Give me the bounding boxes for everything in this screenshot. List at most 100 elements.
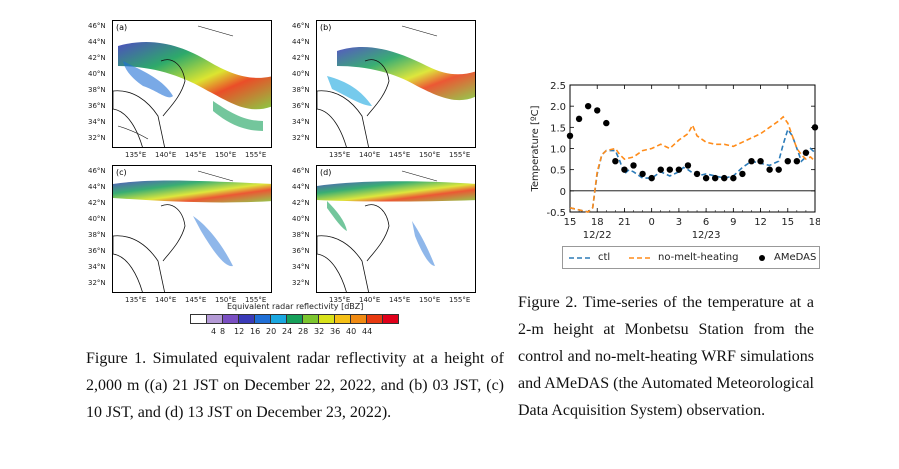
date-label: 12/22 [583, 230, 612, 241]
colorbar-swatch [270, 314, 287, 324]
amedas-point [675, 166, 683, 173]
no-melt-heating-series-line [569, 115, 816, 213]
figure-2-caption: Figure 2. Time-series of the temperature… [518, 294, 814, 419]
amedas-point [666, 166, 674, 173]
lat-tick-label: 36°N [292, 247, 310, 255]
lat-tick-label: 40°N [88, 215, 106, 223]
amedas-point [630, 162, 637, 169]
amedas-point [766, 166, 773, 173]
y-tick-label: -0.5 [546, 208, 566, 219]
lat-tick-label: 32°N [88, 279, 106, 287]
lon-tick-label: 150°E [215, 296, 237, 304]
reflectivity-map-a [113, 25, 271, 147]
amedas-point [657, 166, 664, 173]
lon-tick-label: 150°E [419, 151, 441, 159]
amedas-point [639, 170, 646, 178]
amedas-point [739, 170, 746, 178]
amedas-point [575, 115, 583, 123]
amedas-point [566, 132, 574, 139]
lon-tick-label: 140°E [359, 296, 381, 304]
panel-label-d: (d) [320, 168, 332, 177]
lon-tick-label: 145°E [389, 151, 411, 159]
lat-tick-label: 42°N [292, 54, 310, 62]
lat-tick-label: 44°N [292, 183, 310, 191]
lat-tick-label: 44°N [88, 38, 106, 46]
amedas-point [730, 174, 737, 182]
x-tick-label: 15 [781, 217, 794, 228]
colorbar-swatch [206, 314, 223, 324]
lat-tick-label: 32°N [292, 279, 310, 287]
colorbar-tick-label: 16 [250, 327, 261, 336]
colorbar-tick-label: 40 [346, 327, 357, 336]
colorbar-tick-label: 20 [266, 327, 277, 336]
amedas-point [621, 166, 628, 173]
colorbar-swatch [350, 314, 367, 324]
legend-amedas-swatch [759, 255, 765, 261]
lat-tick-label: 46°N [292, 167, 310, 175]
lon-tick-label: 150°E [419, 296, 441, 304]
lon-tick-label: 150°E [215, 151, 237, 159]
lon-tick-label: 135°E [329, 296, 351, 304]
colorbar-swatch [302, 314, 319, 324]
panel-label-c: (c) [116, 168, 127, 177]
lat-tick-label: 42°N [88, 54, 106, 62]
colorbar-swatch [222, 314, 239, 324]
amedas-point [748, 158, 755, 165]
amedas-point [702, 174, 710, 182]
legend-amedas-label: AMeDAS [774, 252, 817, 263]
colorbar-swatch [334, 314, 351, 324]
x-tick-label: 18 [809, 217, 820, 228]
lat-tick-label: 44°N [292, 38, 310, 46]
lon-tick-label: 135°E [329, 151, 351, 159]
legend-nomelt-label: no-melt-heating [658, 252, 739, 263]
lon-tick-label: 140°E [359, 151, 381, 159]
lat-tick-label: 42°N [292, 199, 310, 207]
colorbar-swatch [254, 314, 271, 324]
lat-tick-label: 34°N [88, 118, 106, 126]
colorbar-tick-label: 28 [298, 327, 309, 336]
lat-tick-label: 40°N [292, 70, 310, 78]
plot-frame [569, 84, 816, 213]
reflectivity-map-c [113, 170, 271, 292]
lon-tick-label: 140°E [155, 151, 177, 159]
map-panel-b: (b) [316, 20, 476, 148]
date-label: 12/23 [692, 230, 721, 241]
amedas-point [684, 162, 692, 169]
y-tick-label: 0.5 [550, 166, 566, 177]
y-tick-label: 1.5 [550, 123, 566, 134]
temperature-time-series-chart: -0.5 0 0.5 1.0 1.5 2.0 2.5 15 18 21 0 3 6 9 12 15 18 12/2… [530, 81, 821, 241]
x-tick-label: 21 [618, 217, 631, 228]
amedas-point [802, 149, 810, 156]
lat-tick-label: 34°N [292, 118, 310, 126]
lat-tick-label: 32°N [292, 134, 310, 142]
lat-tick-label: 38°N [88, 86, 106, 94]
lat-tick-label: 38°N [88, 231, 106, 239]
colorbar-swatch [286, 314, 303, 324]
lat-tick-label: 40°N [292, 215, 310, 223]
amedas-point [757, 158, 764, 165]
lat-tick-label: 46°N [292, 22, 310, 30]
figure-2: -0.5 0 0.5 1.0 1.5 2.0 2.5 15 18 21 0 3 6 9 12 15 18 12/2… [520, 75, 821, 275]
amedas-point [775, 166, 782, 173]
x-tick-label: 6 [703, 217, 709, 228]
figure-1-caption: Figure 1. Simulated equivalent radar ref… [86, 350, 504, 421]
amedas-point [811, 124, 819, 131]
colorbar-tick-label: 12 [234, 327, 245, 336]
y-tick-label: 0 [560, 187, 566, 198]
amedas-point [793, 158, 801, 165]
amedas-point [594, 107, 601, 114]
lat-tick-label: 36°N [88, 247, 106, 255]
colorbar-tick-label: 8 [220, 327, 226, 336]
lat-tick-label: 40°N [88, 70, 106, 78]
colorbar-tick-label: 24 [282, 327, 293, 336]
amedas-point [711, 174, 719, 182]
reflectivity-map-d [317, 170, 475, 292]
amedas-point [612, 158, 619, 165]
legend-ctl-label: ctl [598, 252, 611, 263]
y-tick-label: 2.0 [550, 102, 566, 113]
panel-label-b: (b) [320, 23, 332, 32]
x-tick-label: 15 [564, 217, 577, 228]
amedas-point [721, 174, 728, 182]
amedas-point [648, 174, 655, 182]
lat-tick-label: 42°N [88, 199, 106, 207]
